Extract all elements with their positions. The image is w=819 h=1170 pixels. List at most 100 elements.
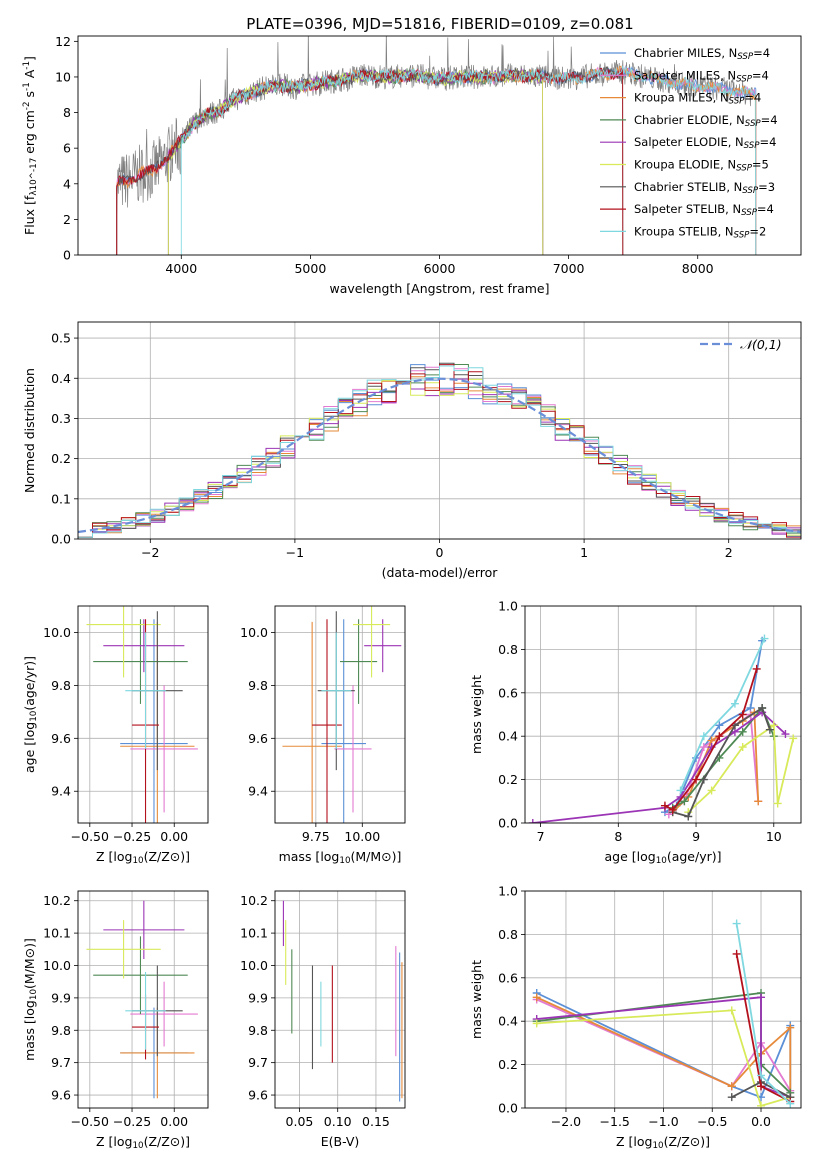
figure-title: PLATE=0396, MJD=51816, FIBERID=0109, z=0…	[246, 15, 633, 33]
weight-marker	[715, 721, 724, 730]
y-tick-label: 0.0	[51, 532, 71, 547]
axes-frame	[77, 890, 209, 1109]
weight-marker	[786, 1099, 795, 1108]
legend-label: Chabrier ELODIE, NSSP=4	[634, 113, 778, 129]
y-tick-label: 0.8	[498, 642, 518, 657]
x-tick-label: 9	[692, 829, 700, 844]
weight-marker	[752, 664, 761, 673]
legend-name: Chabrier ELODIE, N	[634, 113, 745, 127]
weight-marker	[757, 1082, 766, 1091]
y-tick-label: 10.1	[43, 926, 71, 941]
x-tick-label: −2	[141, 545, 159, 560]
y-tick-label: 4	[63, 176, 71, 191]
y-tick-label: 10.1	[240, 926, 268, 941]
axes-frame	[77, 605, 209, 824]
label-part: (Z/Z⊙)]	[144, 1134, 190, 1149]
y-tick-label: 9.8	[248, 1023, 268, 1038]
weight-marker	[699, 732, 708, 741]
legend-count: =4	[753, 46, 770, 60]
y-tick-label: 9.6	[51, 731, 71, 746]
plot-area	[78, 891, 208, 1108]
weight-marker	[727, 1006, 736, 1015]
weight-line-salpeter-miles	[536, 998, 792, 1092]
label-part: log	[113, 849, 132, 864]
label-part: s	[22, 91, 37, 102]
charts-container: 4000 5000 6000 7000 8000024681012wavelength …	[22, 34, 802, 1151]
y-tick-label: 10.2	[240, 893, 268, 908]
x-tick-label: −1.0	[648, 1114, 678, 1129]
x-tick-label: −1.5	[600, 1114, 630, 1129]
x-axis-label: E(B-V)	[321, 1134, 360, 1149]
label-part: (M/M⊙)]	[351, 849, 402, 864]
legend-sub: SSP	[736, 75, 753, 85]
legend-sub: SSP	[742, 186, 759, 196]
x-tick-label: −0.50	[71, 1114, 109, 1129]
legend-name: Kroupa STELIB, N	[634, 224, 734, 238]
y-tick-label: 10.0	[240, 625, 268, 640]
label-part: (Z/Z⊙)]	[664, 1134, 710, 1149]
legend-label: Kroupa MILES, NSSP=4	[634, 91, 761, 107]
weight-marker	[738, 710, 747, 719]
label-part: l	[455, 565, 458, 580]
x-tick-label: −0.5	[697, 1114, 727, 1129]
weight-marker	[738, 727, 747, 736]
y-tick-label: 9.8	[51, 678, 71, 693]
legend-label: Chabrier STELIB, NSSP=3	[634, 180, 775, 196]
label-part: age [	[22, 741, 37, 773]
x-tick-label: 0	[436, 545, 444, 560]
weight-marker	[757, 1101, 766, 1108]
x-tick-label: 10.00	[344, 829, 380, 844]
x-axis-label: Z [log10(Z/Z⊙)]	[96, 849, 190, 866]
label-part: Normed distribution	[22, 368, 37, 493]
weight-marker	[699, 743, 708, 752]
weight-marker	[781, 730, 790, 739]
x-tick-label: −1	[286, 545, 304, 560]
y-tick-label: 2	[63, 212, 71, 227]
weight-marker	[699, 775, 708, 784]
y-tick-label: 10.2	[43, 893, 71, 908]
label-part: λ10^-17	[29, 158, 39, 196]
legend-sub: SSP	[744, 141, 761, 151]
label-part: mass weight	[469, 675, 484, 754]
legend-count: =4	[752, 68, 769, 82]
y-tick-label: 0	[63, 248, 71, 263]
weight-line-kroupa-elodie	[536, 1009, 791, 1107]
x-tick-label: 8000	[682, 261, 714, 276]
y-tick-label: 9.8	[248, 678, 268, 693]
legend-name: Kroupa MILES, N	[634, 91, 729, 105]
normal-curve	[78, 377, 801, 534]
legend-count: =4	[744, 91, 761, 105]
y-tick-label: 0.2	[498, 1057, 518, 1072]
label-part: -2	[22, 101, 32, 110]
y-tick-label: 10	[55, 69, 71, 84]
x-tick-label: 7	[537, 829, 545, 844]
y-tick-label: 0.4	[51, 371, 71, 386]
weight-marker	[707, 786, 716, 795]
y-tick-label: 0.0	[498, 816, 518, 831]
legend-label: 𝒩(0,1)	[740, 337, 782, 352]
x-tick-label: 0.10	[324, 1114, 352, 1129]
y-axis-label: Flux [fλ10^-17 erg cm-2 s-1 A-1]	[22, 56, 39, 235]
label-part: log	[633, 1134, 652, 1149]
y-tick-label: 9.6	[248, 731, 268, 746]
x-tick-label: 6000	[424, 261, 456, 276]
label-part: log	[22, 1000, 37, 1019]
weight-marker	[738, 743, 747, 752]
label-part: (M/M⊙)]	[22, 938, 37, 989]
model-line-kroupa-stelib	[180, 65, 757, 255]
legend-sub: SSP	[745, 119, 762, 129]
x-tick-label: −0.25	[113, 829, 151, 844]
legend-name: Chabrier STELIB, N	[634, 180, 742, 194]
y-tick-label: 9.9	[51, 990, 71, 1005]
label-part: (age/yr)]	[22, 656, 37, 711]
legend-count: =3	[758, 180, 775, 194]
y-tick-label: 9.4	[248, 784, 268, 799]
residual-legend: 𝒩(0,1)	[700, 337, 782, 352]
weight-marker	[730, 699, 739, 708]
legend-count: =5	[752, 158, 769, 172]
label-part: (Z/Z⊙)]	[144, 849, 190, 864]
label-part: 10	[29, 711, 39, 722]
y-tick-label: 0.0	[498, 1101, 518, 1116]
